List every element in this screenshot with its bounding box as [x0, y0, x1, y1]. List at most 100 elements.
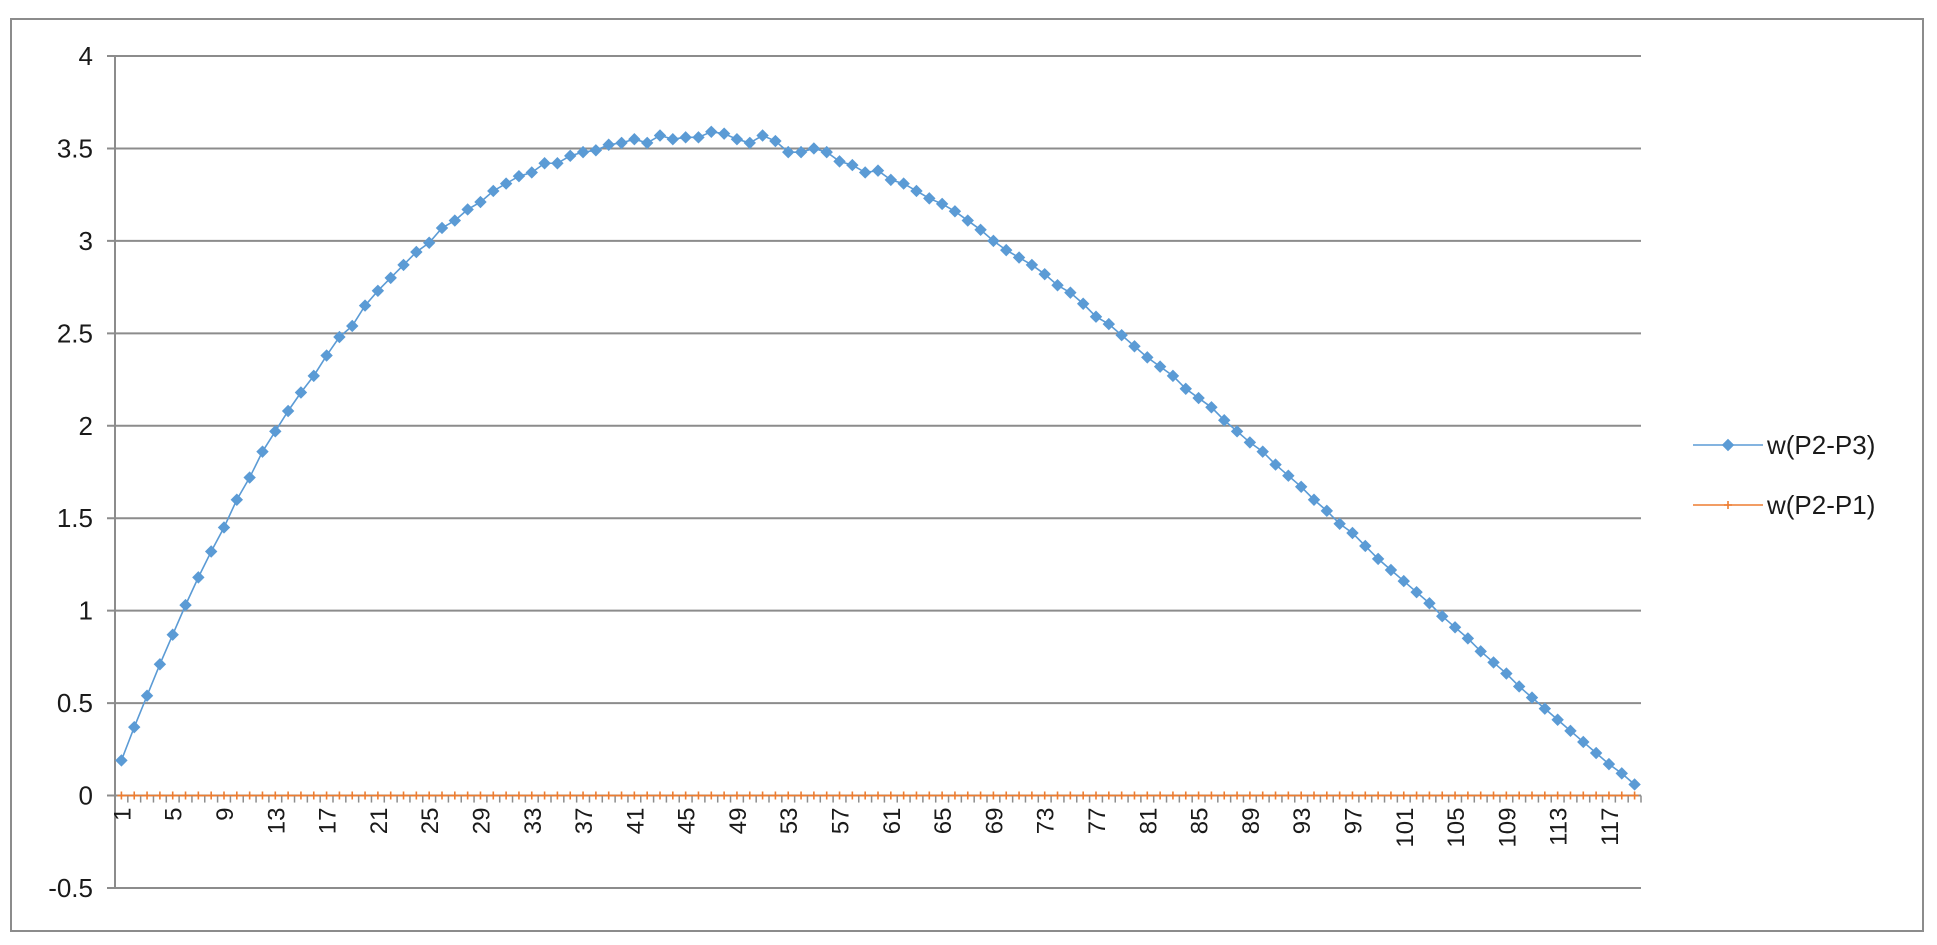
chart-frame — [10, 18, 1924, 932]
data-point — [1233, 791, 1242, 800]
legend-marker — [1724, 501, 1732, 509]
data-point — [1335, 791, 1344, 800]
data-point — [861, 791, 870, 800]
data-point — [1525, 691, 1539, 704]
data-point — [435, 221, 449, 235]
data-point — [1617, 791, 1626, 800]
data-point — [732, 791, 741, 800]
data-point — [923, 192, 936, 205]
data-point — [899, 791, 908, 800]
data-point — [143, 791, 152, 800]
data-point — [756, 129, 769, 142]
x-tick-label: 61 — [879, 808, 906, 835]
data-point — [514, 791, 523, 800]
data-point — [271, 791, 280, 800]
data-point — [1168, 791, 1177, 800]
data-point — [1528, 791, 1536, 800]
data-point — [128, 720, 141, 734]
data-point — [487, 184, 500, 198]
data-point — [1079, 791, 1088, 800]
data-point — [705, 125, 718, 139]
data-point — [692, 131, 705, 144]
x-tick-label: 53 — [776, 808, 803, 835]
data-point — [1051, 279, 1064, 292]
data-point — [1153, 360, 1167, 373]
data-point — [743, 136, 756, 150]
data-point — [489, 791, 498, 800]
data-point — [1436, 610, 1449, 623]
data-point — [1297, 791, 1306, 800]
data-point — [1628, 778, 1641, 791]
data-point — [1243, 436, 1257, 449]
data-point — [707, 791, 716, 800]
data-point — [1512, 680, 1526, 693]
data-point — [335, 791, 344, 800]
data-point — [1205, 401, 1218, 414]
data-point — [309, 791, 318, 800]
data-point — [1359, 539, 1372, 553]
data-point — [217, 521, 231, 534]
data-point — [1284, 791, 1293, 800]
data-point — [1166, 369, 1180, 383]
data-point — [782, 145, 795, 159]
data-point — [1384, 563, 1398, 577]
data-point — [1128, 340, 1141, 353]
data-point — [256, 445, 269, 458]
y-tick-label: 0 — [79, 781, 93, 811]
data-point — [1502, 791, 1511, 800]
data-point — [296, 791, 305, 800]
data-point — [512, 169, 526, 183]
data-point — [474, 195, 487, 209]
data-point — [1310, 791, 1318, 800]
data-point — [871, 164, 885, 177]
y-tick-label: 4 — [79, 41, 93, 71]
data-point — [976, 791, 985, 800]
data-point — [448, 214, 462, 227]
data-point — [1604, 791, 1613, 800]
data-point — [410, 245, 423, 259]
data-point — [1141, 351, 1154, 364]
data-point — [399, 791, 408, 800]
data-point — [656, 791, 664, 800]
data-point — [1346, 526, 1359, 540]
data-point — [1038, 267, 1051, 281]
data-point — [1348, 791, 1357, 800]
data-point — [115, 754, 128, 767]
data-point — [384, 271, 397, 285]
data-point — [1015, 791, 1024, 800]
data-point — [1448, 621, 1462, 634]
data-point — [835, 791, 844, 800]
data-point — [194, 791, 203, 800]
data-point — [1602, 757, 1616, 771]
y-tick-label: 2.5 — [57, 318, 93, 348]
x-tick-label: 65 — [930, 808, 957, 835]
data-point — [461, 203, 474, 216]
data-point — [551, 157, 564, 170]
data-point — [784, 791, 793, 800]
data-point — [140, 689, 154, 702]
data-point — [269, 425, 282, 438]
data-point — [1423, 597, 1436, 610]
data-point — [1630, 791, 1639, 800]
data-point — [281, 404, 295, 418]
data-point — [935, 197, 949, 211]
data-point — [1474, 645, 1487, 658]
data-point — [153, 658, 167, 671]
data-point — [681, 791, 690, 800]
data-point — [602, 138, 615, 151]
data-point — [643, 791, 652, 800]
data-point — [1282, 469, 1295, 482]
data-point — [1218, 414, 1231, 427]
data-point — [794, 145, 808, 159]
data-point — [1076, 297, 1090, 310]
x-tick-label: 69 — [981, 808, 1008, 835]
data-point — [589, 144, 603, 157]
data-point — [717, 127, 731, 140]
x-tick-label: 1 — [109, 808, 136, 821]
data-point — [155, 791, 164, 800]
data-point — [564, 149, 577, 163]
data-point — [938, 791, 947, 800]
data-point — [358, 299, 372, 312]
x-tick-label: 57 — [828, 808, 855, 835]
series-2 — [117, 791, 1639, 800]
